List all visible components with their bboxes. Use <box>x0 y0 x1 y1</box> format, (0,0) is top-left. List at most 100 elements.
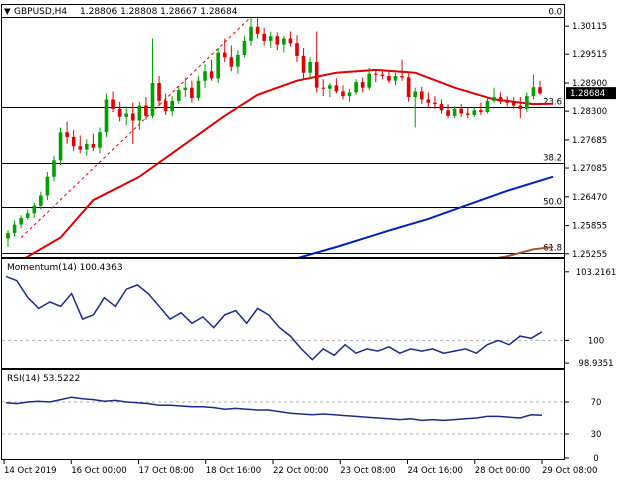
candle-body <box>65 132 69 137</box>
fib-label-23.6: 23.6 <box>543 98 562 108</box>
candle-body <box>157 83 161 101</box>
fib-label-61.8: 61.8 <box>543 244 562 254</box>
fib-label-38.2: 38.2 <box>543 154 562 164</box>
candle-body <box>433 102 437 105</box>
candle-body <box>236 54 240 67</box>
candle-body <box>492 97 496 101</box>
candle-body <box>111 99 115 109</box>
candle-body <box>170 100 175 112</box>
price-tick-label: 1.29515 <box>572 50 607 60</box>
candle-body <box>25 213 30 218</box>
candle-body <box>288 38 293 44</box>
rsi-pane <box>2 396 564 435</box>
momentum-tick-label: 103.2161 <box>576 268 617 278</box>
candle-body <box>209 71 214 79</box>
sma-red-line <box>25 68 554 257</box>
time-tick-label: 22 Oct 00:00 <box>273 466 328 476</box>
candle-body <box>255 26 260 34</box>
time-tick-label: 18 Oct 16:00 <box>206 466 261 476</box>
momentum-pane-frame <box>1 258 565 369</box>
candle-body <box>58 132 63 161</box>
candle-body <box>203 71 207 81</box>
candle-body <box>144 105 148 116</box>
candle-body <box>406 77 411 98</box>
candle-body <box>308 61 312 73</box>
fib-label-0.0: 0.0 <box>548 8 562 18</box>
candle-body <box>452 108 457 116</box>
candle-body <box>334 85 339 92</box>
candle-body <box>426 99 431 103</box>
candle-body <box>282 38 286 45</box>
candle-body <box>183 87 188 91</box>
candle-body <box>163 100 168 112</box>
candle-body <box>354 82 358 93</box>
candle-body <box>518 105 523 109</box>
sma-blue-line <box>297 175 554 257</box>
candle-body <box>85 143 89 150</box>
candle-body <box>45 176 50 196</box>
candle-body <box>360 82 365 88</box>
candle-body <box>130 113 135 121</box>
time-tick-label: 14 Oct 2019 <box>4 466 57 476</box>
candle-body <box>511 102 516 106</box>
candle-body <box>321 87 326 89</box>
candle-body <box>347 92 352 97</box>
candle-body <box>71 136 76 147</box>
candle-body <box>91 143 96 148</box>
candle-body <box>393 76 398 81</box>
candle-body <box>485 100 490 113</box>
candle-body <box>176 90 181 101</box>
candle-body <box>301 55 306 73</box>
price-tick-label: 1.27085 <box>572 164 607 174</box>
last-price-box <box>566 87 616 100</box>
candle-body <box>373 73 378 75</box>
candle-body <box>459 108 463 114</box>
rsi-line <box>5 396 543 422</box>
candle-body <box>196 80 201 99</box>
candle-body <box>249 26 253 41</box>
time-tick-label: 24 Oct 16:00 <box>408 466 463 476</box>
candle-body <box>419 91 424 100</box>
price-tick-label: 1.30115 <box>572 22 607 32</box>
candle-body <box>387 76 391 81</box>
candle-body <box>295 43 299 56</box>
main-price-pane: 0.0 23.6 38.2 50.0 61.8 <box>2 8 564 257</box>
momentum-tick-label: 98.9351 <box>578 359 613 369</box>
symbol-label: GBPUSD,H4 <box>14 7 67 17</box>
sma-brown-line <box>497 246 554 257</box>
candle-body <box>124 113 129 117</box>
candle-body <box>525 96 529 109</box>
momentum-line <box>5 275 543 361</box>
collapse-triangle-icon[interactable]: ▼ <box>4 7 11 17</box>
rsi-label: RSI(14) 53.5222 <box>7 374 80 384</box>
candle-body <box>262 33 266 41</box>
candle-body <box>216 52 220 79</box>
price-tick-label: 1.28300 <box>572 107 607 117</box>
momentum-label: Momentum(14) 100.4363 <box>7 263 123 273</box>
candle-body <box>39 195 43 206</box>
candle-body <box>242 40 247 55</box>
candle-body <box>32 205 37 214</box>
candle-body <box>439 104 444 111</box>
rsi-tick-label: 0 <box>593 454 598 464</box>
candle-body <box>104 99 109 133</box>
time-tick-label: 29 Oct 08:00 <box>542 466 597 476</box>
fib-label-50.0: 50.0 <box>543 198 562 208</box>
time-tick-label: 23 Oct 08:00 <box>340 466 395 476</box>
candle-body <box>222 52 227 58</box>
candle-body <box>328 85 332 89</box>
candle-body <box>229 57 234 67</box>
candle-body <box>19 217 23 225</box>
price-tick-label: 1.25855 <box>572 222 607 232</box>
time-tick-label: 17 Oct 08:00 <box>139 466 194 476</box>
rsi-pane-frame <box>1 369 565 460</box>
candle-body <box>505 101 509 103</box>
candle-body <box>531 87 536 97</box>
candle-body <box>268 36 273 41</box>
ohlc-readout: 1.28806 1.28808 1.28667 1.28684 <box>80 7 238 17</box>
candle-body <box>479 110 483 113</box>
momentum-pane <box>2 275 564 361</box>
